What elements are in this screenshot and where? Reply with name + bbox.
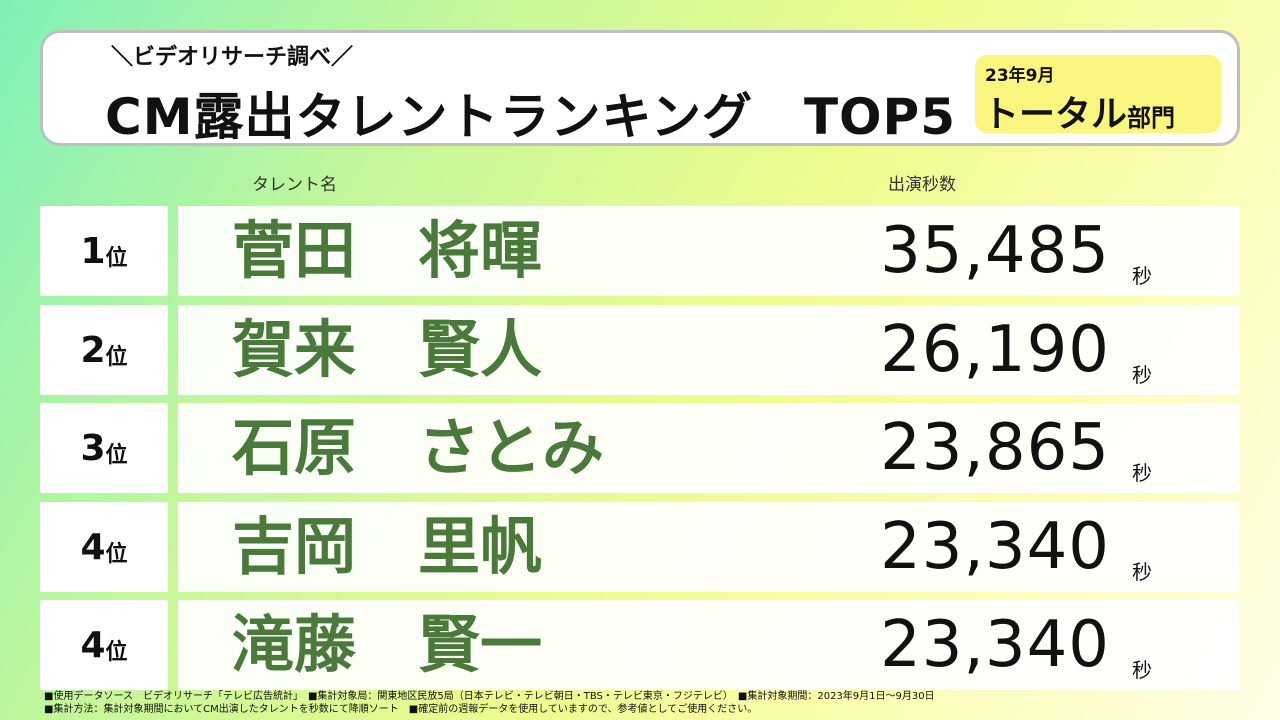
page-title: CM露出タレントランキング TOP5 [105, 88, 956, 146]
category-badge: 23年9月 トータル部門 [975, 55, 1221, 135]
seconds-unit: 秒 [1132, 461, 1152, 485]
rank-unit: 位 [105, 345, 128, 370]
badge-category-main: トータル [983, 94, 1128, 135]
seconds-unit: 秒 [1132, 658, 1152, 682]
talent-cell: 賀来 賢人 26,190 秒 [178, 305, 1240, 395]
column-header-seconds: 出演秒数 [888, 175, 956, 195]
talent-name: 滝藤 賢一 [232, 608, 543, 681]
rank-unit: 位 [105, 443, 128, 468]
source-caption: ＼ビデオリサーチ調べ／ [111, 45, 354, 70]
appearance-seconds: 23,340 [880, 510, 1110, 584]
rank-number: 4 [80, 526, 106, 568]
seconds-unit: 秒 [1132, 363, 1152, 387]
rank-unit: 位 [105, 640, 128, 665]
footnote-line: ■使用データソース ビデオリサーチ「テレビ広告統計」 ■集計対象局：関東地区民放… [44, 691, 935, 702]
talent-name: 賀来 賢人 [232, 313, 543, 386]
rank-unit: 位 [105, 246, 128, 271]
talent-cell: 菅田 将暉 35,485 秒 [178, 206, 1240, 296]
header-panel: ＼ビデオリサーチ調べ／ CM露出タレントランキング TOP5 23年9月 トータ… [40, 30, 1240, 146]
appearance-seconds: 35,485 [880, 214, 1110, 288]
footnotes: ■使用データソース ビデオリサーチ「テレビ広告統計」 ■集計対象局：関東地区民放… [44, 690, 1244, 716]
rank-number: 2 [80, 329, 106, 371]
appearance-seconds: 23,340 [880, 608, 1110, 682]
talent-cell: 石原 さとみ 23,865 秒 [178, 403, 1240, 493]
badge-date: 23年9月 [985, 66, 1055, 86]
rank-number: 3 [80, 427, 106, 469]
talent-cell: 滝藤 賢一 23,340 秒 [178, 600, 1240, 690]
appearance-seconds: 26,190 [880, 313, 1110, 387]
badge-category: トータル部門 [983, 85, 1175, 137]
badge-category-suffix: 部門 [1127, 104, 1176, 132]
talent-name: 菅田 将暉 [232, 214, 543, 287]
seconds-unit: 秒 [1132, 264, 1152, 288]
talent-cell: 吉岡 里帆 23,340 秒 [178, 502, 1240, 592]
rank-number: 1 [80, 230, 106, 272]
appearance-seconds: 23,865 [880, 411, 1110, 485]
rank-number: 4 [80, 624, 106, 666]
column-header-name: タレント名 [252, 175, 337, 195]
footnote-line: ■集計方法：集計対象期間においてCM出演したタレントを秒数にて降順ソート ■確定… [44, 704, 758, 715]
talent-name: 石原 さとみ [232, 411, 605, 484]
talent-name: 吉岡 里帆 [232, 510, 543, 583]
rank-unit: 位 [105, 542, 128, 567]
seconds-unit: 秒 [1132, 560, 1152, 584]
